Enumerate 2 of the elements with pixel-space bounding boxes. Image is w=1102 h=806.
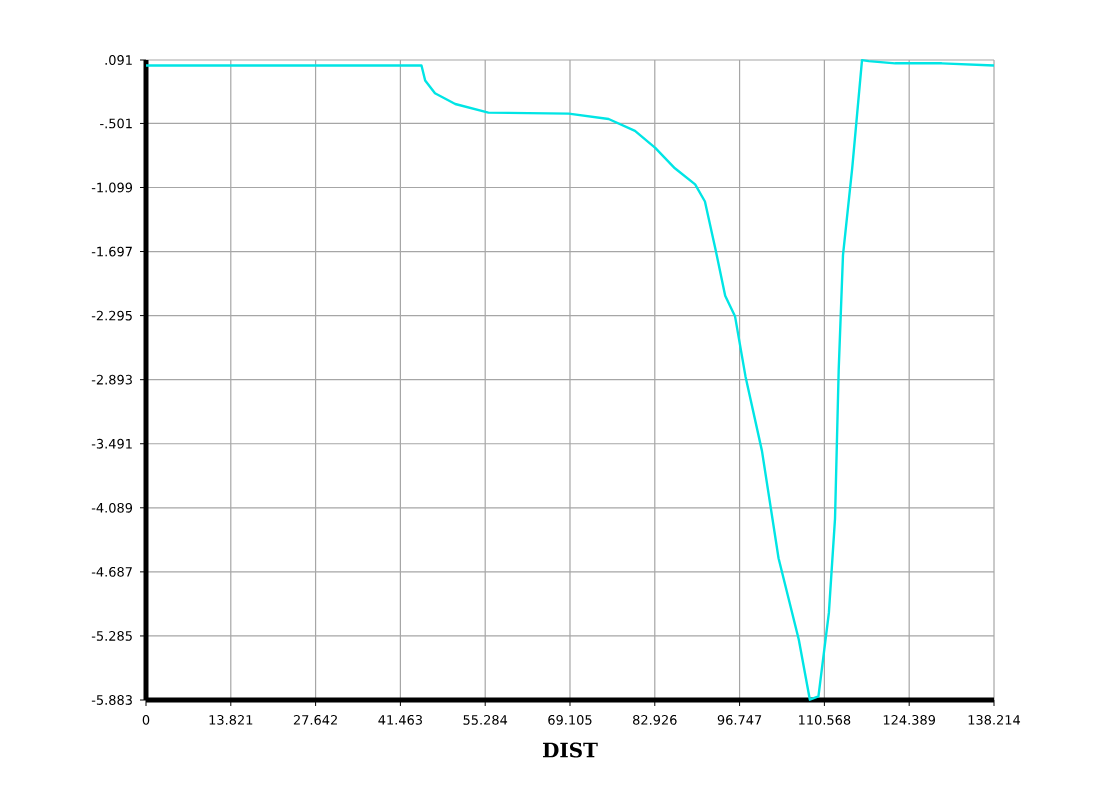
x-axis-title: DIST — [543, 742, 598, 758]
line-series — [144, 58, 996, 701]
